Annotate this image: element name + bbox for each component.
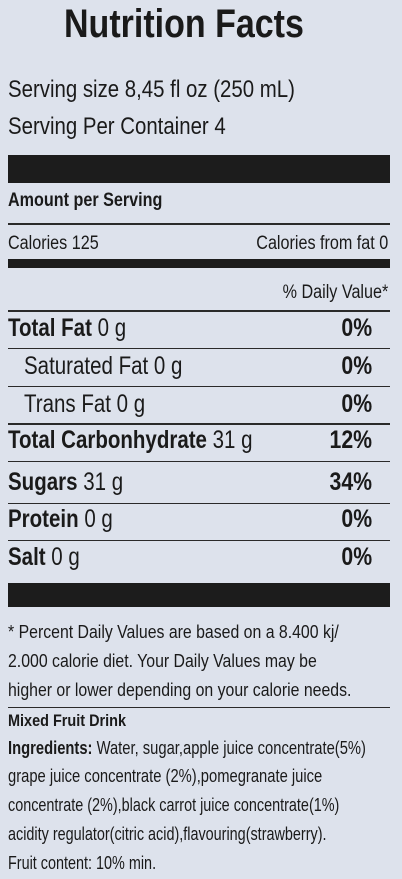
footnote-line: 2.000 calorie diet. Your Daily Values ma… (8, 651, 317, 671)
divider-bar (8, 583, 390, 607)
nutrient-row: Trans Fat 0 g 0% (8, 390, 390, 424)
nutrient-dv: 0% (341, 505, 372, 533)
rule (8, 310, 390, 312)
nutrient-amount: 0 g (97, 314, 127, 342)
rule (8, 423, 390, 425)
nutrient-row: Sugars 31 g 34% (8, 468, 390, 502)
nutrient-name: Salt (8, 543, 46, 571)
nutrient-dv: 12% (329, 426, 372, 454)
nutrient-dv: 0% (341, 314, 372, 342)
ingredients-line: acidity regulator(citric acid),flavourin… (8, 824, 327, 844)
nutrient-name: Total Fat (8, 314, 92, 342)
ingredients-line: grape juice concentrate (2%),pomegranate… (8, 766, 323, 786)
rule (8, 461, 390, 462)
nutrient-amount: 0 g (84, 505, 113, 533)
nutrient-row: Total Carbonhydrate 31 g 12% (8, 426, 390, 460)
fruit-content: Fruit content: 10% min. (8, 853, 157, 873)
calories: Calories 125 (8, 233, 99, 254)
nutrient-dv: 0% (341, 543, 372, 571)
ingredients-text: Water, sugar,apple juice concentrate(5%) (92, 738, 366, 758)
nutrient-amount: 31 g (83, 468, 124, 496)
product-name: Mixed Fruit Drink (8, 711, 127, 730)
nutrient-dv: 0% (341, 352, 372, 380)
serving-size: Serving size 8,45 fl oz (250 mL) (8, 76, 295, 103)
nutrient-name: Trans Fat (24, 390, 111, 418)
ingredients-line: Ingredients: Water, sugar,apple juice co… (8, 738, 366, 759)
ingredients-label: Ingredients: (8, 738, 93, 758)
nutrient-amount: 0 g (153, 352, 183, 380)
nutrient-name: Saturated Fat (24, 352, 149, 380)
nutrient-amount: 31 g (212, 426, 253, 454)
nutrient-amount: 0 g (51, 543, 80, 571)
nutrient-row: Saturated Fat 0 g 0% (8, 352, 402, 386)
dv-header: % Daily Value* (282, 282, 388, 303)
divider-bar (8, 155, 390, 183)
nutrient-name: Total Carbonhydrate (8, 426, 207, 454)
nutrient-name: Sugars (8, 468, 78, 496)
rule (8, 540, 390, 541)
nutrient-row: Total Fat 0 g 0% (8, 314, 390, 348)
nutrient-name: Protein (8, 505, 79, 533)
nutrient-row: Salt 0 g 0% (8, 543, 390, 577)
divider-bar (8, 259, 390, 268)
title: Nutrition Facts (64, 2, 304, 46)
rule (8, 348, 390, 349)
ingredients-line: concentrate (2%),black carrot juice conc… (8, 795, 340, 815)
rule (8, 386, 390, 387)
footnote-line: higher or lower depending on your calori… (8, 680, 352, 700)
servings-per-container: Serving Per Container 4 (8, 113, 226, 140)
nutrient-dv: 34% (329, 468, 372, 496)
nutrient-dv: 0% (341, 390, 372, 418)
rule (8, 707, 390, 708)
nutrient-row: Protein 0 g 0% (8, 505, 390, 539)
nutrient-amount: 0 g (116, 390, 146, 418)
amount-header: Amount per Serving (8, 190, 163, 211)
calories-from-fat: Calories from fat 0 (256, 233, 388, 254)
rule (8, 503, 390, 504)
rule (8, 223, 390, 225)
footnote-line: * Percent Daily Values are based on a 8.… (8, 622, 339, 642)
